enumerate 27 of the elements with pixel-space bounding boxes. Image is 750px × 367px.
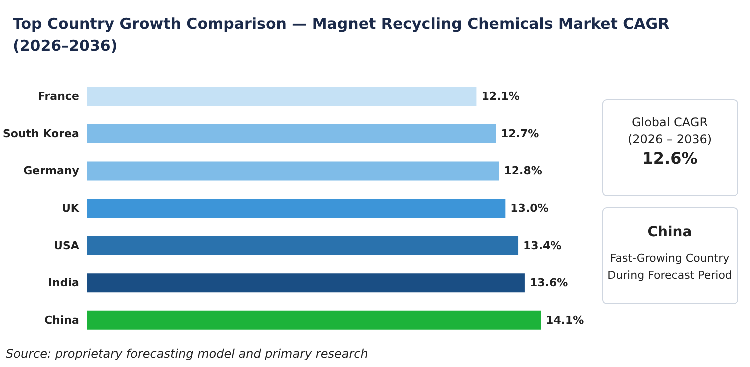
data-label: 13.0% xyxy=(510,202,549,215)
chart-title: Top Country Growth Comparison — Magnet Recycling Chemicals Market CAGR (2026–2036) xyxy=(13,15,670,55)
y-tick-label: China xyxy=(44,314,80,327)
bar xyxy=(87,236,519,256)
text: 12.6% xyxy=(642,149,698,168)
data-label: 12.1% xyxy=(482,90,520,104)
bar xyxy=(87,199,506,218)
text: Global CAGR (2026 – 2036) xyxy=(628,116,712,146)
y-tick-label: USA xyxy=(54,239,80,252)
bar xyxy=(87,124,496,144)
y-tick-label: Germany xyxy=(24,164,80,178)
bar xyxy=(87,274,525,293)
data-label: 13.4% xyxy=(524,239,562,252)
y-tick-label: India xyxy=(48,276,80,290)
bar xyxy=(87,162,500,181)
bar xyxy=(87,87,477,106)
data-label: 13.6% xyxy=(530,276,568,290)
text: Fast-Growing Country During Forecast Period xyxy=(608,252,732,282)
y-tick-label: UK xyxy=(62,202,80,215)
text: China xyxy=(648,224,692,240)
data-label: 12.8% xyxy=(504,164,542,178)
y-tick-label: South Korea xyxy=(2,127,80,140)
data-label: 12.7% xyxy=(501,127,540,140)
y-tick-label: France xyxy=(38,90,80,104)
source-note: Source: proprietary forecasting model and primary research xyxy=(6,347,368,361)
data-label: 14.1% xyxy=(546,314,584,327)
bar xyxy=(87,310,542,330)
